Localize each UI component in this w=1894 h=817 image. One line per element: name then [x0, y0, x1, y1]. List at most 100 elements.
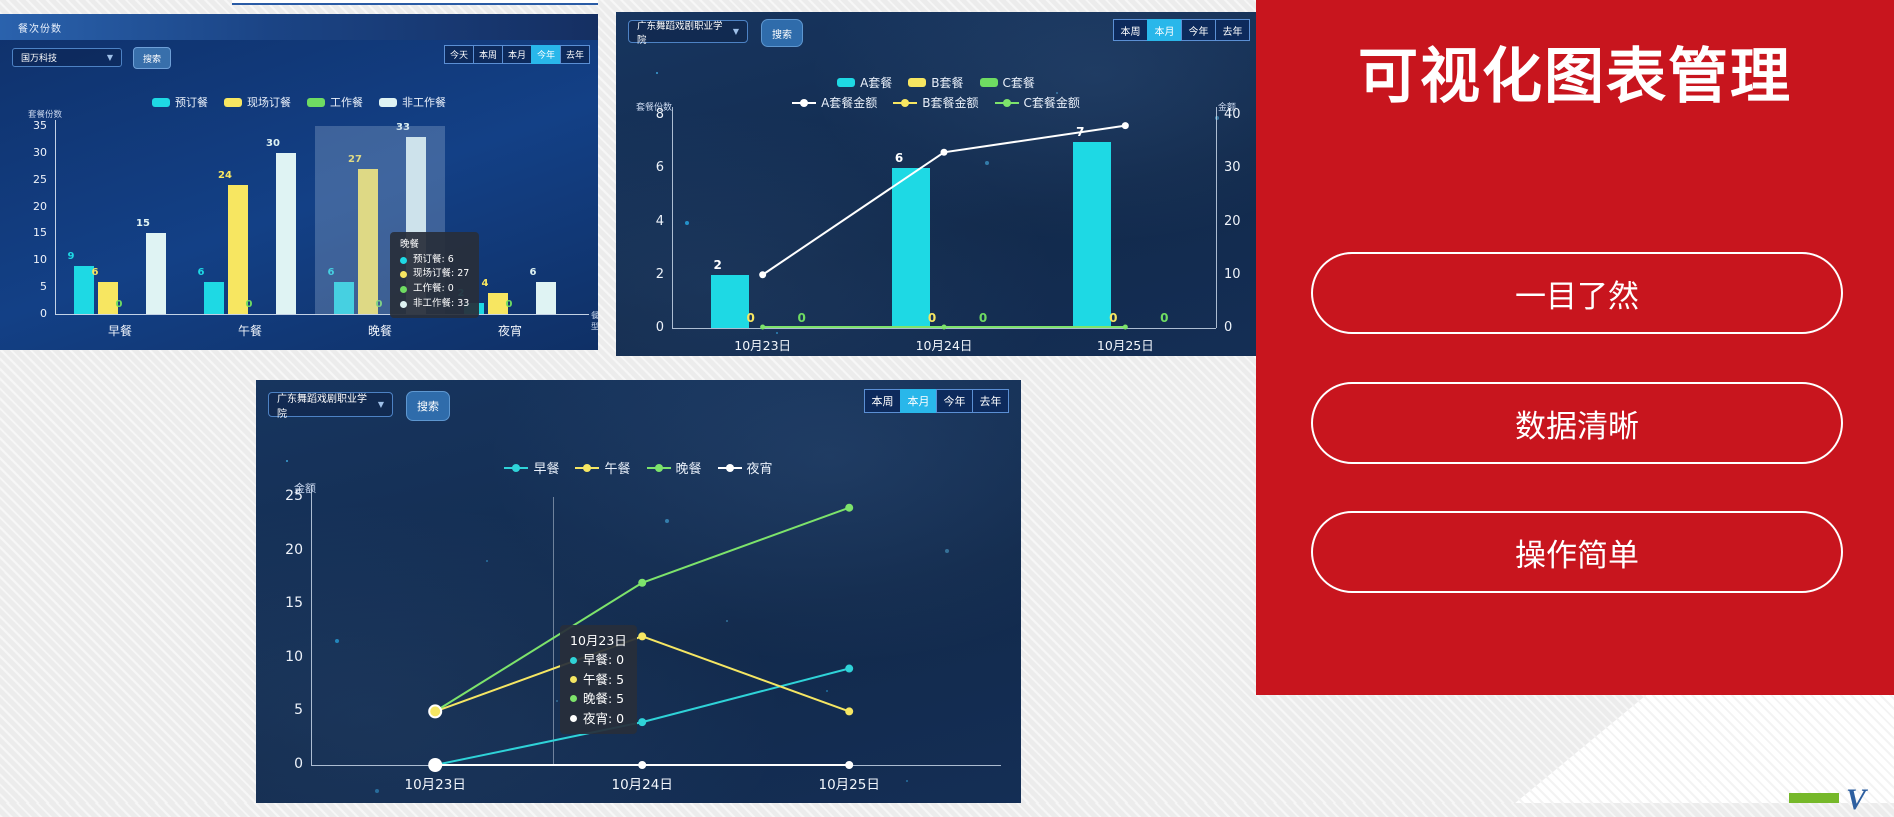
promo-button-2[interactable]: 数据清晰 [1311, 382, 1843, 464]
legend-label: 早餐 [533, 462, 560, 477]
x-category-label: 夜宵 [497, 324, 522, 338]
axis-line [55, 120, 56, 314]
promo-button-3[interactable]: 操作简单 [1311, 511, 1843, 593]
search-button-label: 搜索 [142, 54, 161, 65]
chart-point[interactable] [845, 503, 854, 512]
search-button[interactable]: 搜索 [133, 47, 171, 69]
y-tick-label: 10 [33, 253, 47, 267]
chart-point[interactable] [759, 271, 767, 279]
cropped-window-edge [232, 0, 598, 5]
chart-bar[interactable] [358, 169, 378, 314]
chart-bar[interactable] [228, 185, 248, 314]
search-button[interactable]: 搜索 [761, 19, 803, 47]
axis-line [311, 765, 1001, 766]
bar-value-label: 0 [797, 311, 806, 325]
legend-swatch-icon [307, 97, 325, 107]
filter-本月[interactable]: 本月 [900, 389, 937, 413]
filter-去年[interactable]: 去年 [560, 45, 590, 64]
bar-value-label: 6 [197, 267, 205, 278]
org-select[interactable]: 广东舞蹈戏剧职业学院 ▼ [628, 20, 748, 46]
x-axis-name: 餐型 [591, 311, 598, 331]
x-category-label: 10月25日 [1096, 338, 1154, 353]
legend-linedot-icon [646, 463, 671, 473]
time-filter-group: 本周 本月 今年 去年 [1113, 19, 1250, 41]
chart-bar[interactable] [710, 275, 749, 328]
filter-本月[interactable]: 本月 [502, 45, 532, 64]
filter-去年[interactable]: 去年 [972, 389, 1009, 413]
filter-去年[interactable]: 去年 [1215, 19, 1250, 41]
legend-label: 夜宵 [746, 462, 773, 477]
chart-bar[interactable] [98, 282, 118, 314]
tooltip-value: 预订餐: 6 [413, 253, 454, 265]
chart-bar[interactable] [1073, 142, 1112, 328]
chevron-down-icon: ▼ [732, 27, 739, 36]
legend-item-工作餐[interactable]: 工作餐 [307, 94, 363, 110]
series-dot-icon [400, 271, 407, 279]
chart-point[interactable] [431, 707, 440, 716]
chart-bar[interactable] [146, 233, 166, 314]
legend-item-A套餐[interactable]: A套餐 [837, 74, 892, 91]
legend-item-B套餐金额[interactable]: B套餐金额 [893, 94, 979, 111]
bar-value-label: 0 [115, 299, 123, 310]
org-select[interactable]: 国万科技 ▼ [12, 48, 122, 67]
y-tick-label: 15 [285, 595, 303, 612]
legend-item-C套餐金额[interactable]: C套餐金额 [994, 94, 1080, 111]
y-tick-label: 20 [285, 541, 303, 558]
bar-value-label: 33 [396, 122, 410, 133]
chart-bar[interactable] [488, 293, 508, 314]
legend-item-预订餐[interactable]: 预订餐 [152, 94, 208, 110]
legend-label: 晚餐 [675, 462, 702, 477]
series-dot-icon [570, 656, 577, 664]
chart-point[interactable] [638, 718, 647, 727]
chart-point[interactable] [1121, 122, 1129, 130]
filter-今年[interactable]: 今年 [1181, 19, 1216, 41]
chart-point[interactable] [940, 148, 948, 156]
chart-point[interactable] [638, 578, 647, 587]
x-category-label: 10月25日 [818, 777, 880, 793]
chart-bar[interactable] [276, 153, 296, 314]
bar-value-label: 0 [245, 299, 253, 310]
bar-value-label: 6 [327, 267, 335, 278]
time-filter-group: 今天 本周 本月 今年 去年 [444, 45, 590, 64]
legend-item-夜宵[interactable]: 夜宵 [717, 458, 773, 477]
legend-item-晚餐[interactable]: 晚餐 [646, 458, 702, 477]
legend-label: C套餐 [1002, 76, 1035, 90]
search-button-label: 搜索 [417, 400, 439, 413]
chevron-down-icon: ▼ [106, 53, 113, 62]
chart-bar[interactable] [204, 282, 224, 314]
chevron-down-icon: ▼ [377, 400, 384, 409]
promo-button-1[interactable]: 一目了然 [1311, 252, 1843, 334]
chart-point[interactable] [845, 664, 854, 673]
tooltip-value: 早餐: 0 [583, 652, 625, 668]
chart-bar[interactable] [536, 282, 556, 314]
x-category-label: 10月24日 [915, 338, 973, 353]
legend-label: 现场订餐 [247, 96, 291, 109]
legend-item-C套餐[interactable]: C套餐 [979, 74, 1035, 91]
org-select[interactable]: 广东舞蹈戏剧职业学院 ▼ [268, 392, 393, 420]
legend-item-现场订餐[interactable]: 现场订餐 [224, 94, 291, 110]
legend-linedot-icon [994, 98, 1019, 108]
filter-本周[interactable]: 本周 [864, 389, 901, 413]
legend-item-A套餐金额[interactable]: A套餐金额 [792, 94, 877, 111]
chart-point[interactable] [845, 707, 854, 716]
chart-bar[interactable] [334, 282, 354, 314]
legend-item-早餐[interactable]: 早餐 [504, 458, 559, 477]
chart-bar[interactable] [892, 168, 930, 328]
bar-value-label: 30 [266, 138, 280, 149]
chart-point[interactable] [431, 707, 440, 716]
org-select-value: 国万科技 [21, 54, 58, 64]
bar-value-label: 27 [348, 154, 362, 165]
chart-bar[interactable] [74, 266, 94, 314]
org-select-value: 广东舞蹈戏剧职业学院 [637, 20, 723, 46]
tooltip-row: 早餐: 0 [570, 650, 627, 669]
legend-item-B套餐[interactable]: B套餐 [908, 74, 964, 91]
bar-value-label: 15 [136, 218, 150, 229]
axis-line [55, 314, 589, 315]
search-button[interactable]: 搜索 [406, 391, 450, 421]
y-tick-label: 25 [33, 172, 47, 186]
chart-point[interactable] [638, 632, 647, 641]
legend-item-午餐[interactable]: 午餐 [575, 458, 631, 477]
legend-item-非工作餐[interactable]: 非工作餐 [379, 94, 446, 110]
chart-point[interactable] [428, 704, 443, 719]
